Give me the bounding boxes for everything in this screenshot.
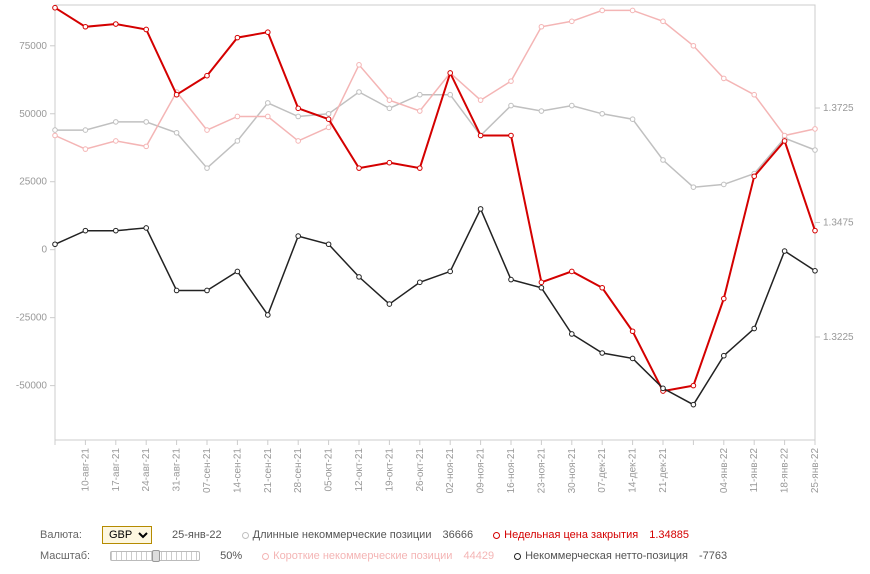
- svg-text:24-авг-21: 24-авг-21: [141, 448, 152, 492]
- svg-text:21-сен-21: 21-сен-21: [263, 448, 274, 493]
- svg-text:25-янв-22: 25-янв-22: [810, 448, 821, 494]
- controls-panel: Валюта: GBP 25-янв-22 Длинные некоммерче…: [0, 522, 870, 572]
- svg-text:12-окт-21: 12-окт-21: [354, 448, 365, 492]
- svg-text:07-дек-21: 07-дек-21: [597, 448, 608, 493]
- svg-text:50000: 50000: [19, 109, 47, 120]
- legend-long: Длинные некоммерческие позиции 36666: [242, 529, 473, 541]
- svg-text:11-янв-22: 11-янв-22: [749, 448, 760, 493]
- circle-icon: [242, 532, 249, 539]
- svg-text:09-ноя-21: 09-ноя-21: [476, 448, 487, 494]
- circle-icon: [262, 553, 269, 560]
- svg-text:21-дек-21: 21-дек-21: [658, 448, 669, 493]
- svg-text:07-сен-21: 07-сен-21: [202, 448, 213, 493]
- svg-text:-25000: -25000: [16, 313, 48, 324]
- legend-close: Недельная цена закрытия 1.34885: [493, 529, 689, 541]
- svg-text:16-ноя-21: 16-ноя-21: [506, 448, 517, 494]
- currency-label: Валюта:: [40, 529, 82, 541]
- circle-icon: [514, 553, 521, 560]
- svg-text:23-ноя-21: 23-ноя-21: [536, 448, 547, 494]
- svg-text:75000: 75000: [19, 41, 47, 52]
- slider-thumb[interactable]: [152, 550, 160, 562]
- svg-text:1.3725: 1.3725: [823, 103, 854, 114]
- svg-text:19-окт-21: 19-окт-21: [384, 448, 395, 492]
- svg-text:05-окт-21: 05-окт-21: [324, 448, 335, 492]
- svg-text:0: 0: [41, 245, 47, 256]
- svg-text:14-дек-21: 14-дек-21: [628, 448, 639, 493]
- svg-text:18-янв-22: 18-янв-22: [780, 448, 791, 494]
- chart: -50000 -25000 0 25000 50000 75000 1.3225 1.3475…: [0, 0, 870, 520]
- scale-label: Масштаб:: [40, 550, 90, 562]
- svg-text:26-окт-21: 26-окт-21: [415, 448, 426, 492]
- svg-text:1.3475: 1.3475: [823, 218, 854, 229]
- legend-short: Короткие некоммерческие позиции 44429: [262, 550, 494, 562]
- legend-net: Некоммерческая нетто-позиция -7763: [514, 550, 727, 562]
- scale-slider[interactable]: [110, 551, 200, 561]
- svg-text:04-янв-22: 04-янв-22: [719, 448, 730, 494]
- svg-text:25000: 25000: [19, 177, 47, 188]
- svg-text:28-сен-21: 28-сен-21: [293, 448, 304, 493]
- svg-text:17-авг-21: 17-авг-21: [111, 448, 122, 492]
- currency-select[interactable]: GBP: [102, 526, 152, 544]
- svg-text:1.3225: 1.3225: [823, 332, 854, 343]
- svg-text:14-сен-21: 14-сен-21: [232, 448, 243, 493]
- svg-text:31-авг-21: 31-авг-21: [172, 448, 183, 492]
- svg-text:02-ноя-21: 02-ноя-21: [445, 448, 456, 494]
- circle-icon: [493, 532, 500, 539]
- scale-value: 50%: [220, 550, 242, 562]
- svg-text:30-ноя-21: 30-ноя-21: [567, 448, 578, 494]
- svg-text:-50000: -50000: [16, 381, 48, 392]
- svg-text:10-авг-21: 10-авг-21: [80, 448, 91, 492]
- selected-date: 25-янв-22: [172, 529, 222, 541]
